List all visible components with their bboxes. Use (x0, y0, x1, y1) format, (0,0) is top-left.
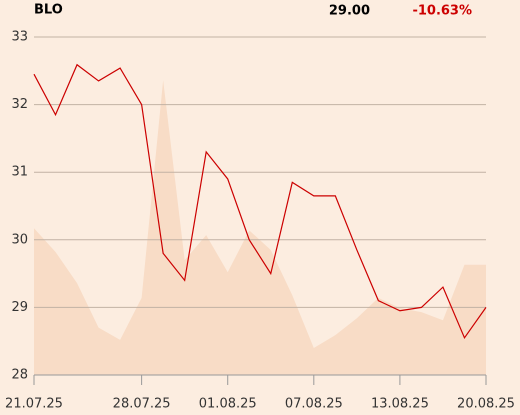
symbol: BLO (34, 3, 63, 18)
price: 29.00 (329, 4, 370, 19)
x-tick-label: 20.08.25 (457, 397, 515, 412)
y-tick-label: 29 (11, 300, 28, 315)
change: -10.63% (412, 4, 472, 19)
y-tick-label: 28 (11, 368, 28, 383)
y-tick-label: 32 (11, 97, 28, 112)
x-tick-label: 21.07.25 (5, 397, 63, 412)
y-tick-label: 33 (11, 30, 28, 45)
x-tick-label: 07.08.25 (285, 397, 343, 412)
x-tick-label: 13.08.25 (371, 397, 429, 412)
area (34, 80, 486, 375)
price-line (33, 63, 487, 340)
x-tick-label: 28.07.25 (113, 397, 171, 412)
y-tick-label: 30 (11, 232, 28, 247)
x-tick-label: 01.08.25 (199, 397, 257, 412)
y-tick-label: 31 (11, 165, 28, 180)
